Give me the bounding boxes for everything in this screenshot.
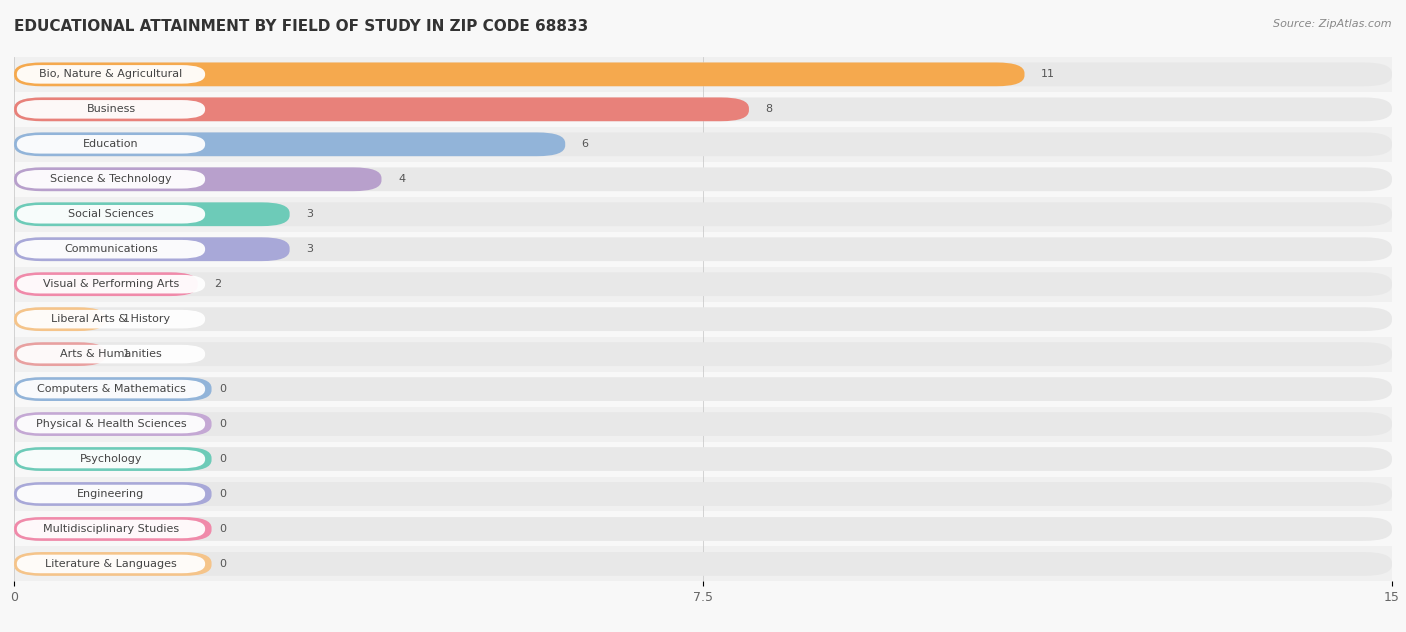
Bar — [14, 197, 1392, 232]
Text: 0: 0 — [219, 454, 226, 464]
Text: 0: 0 — [219, 524, 226, 534]
FancyBboxPatch shape — [14, 307, 105, 331]
Bar — [14, 57, 1392, 92]
Text: 11: 11 — [1040, 70, 1054, 80]
Text: EDUCATIONAL ATTAINMENT BY FIELD OF STUDY IN ZIP CODE 68833: EDUCATIONAL ATTAINMENT BY FIELD OF STUDY… — [14, 19, 588, 34]
Bar — [14, 337, 1392, 372]
Text: Visual & Performing Arts: Visual & Performing Arts — [42, 279, 179, 289]
Text: 3: 3 — [307, 244, 314, 254]
FancyBboxPatch shape — [17, 310, 205, 329]
Bar — [14, 92, 1392, 127]
Bar — [14, 477, 1392, 511]
Text: 1: 1 — [122, 349, 129, 359]
FancyBboxPatch shape — [14, 517, 1392, 541]
Bar — [14, 127, 1392, 162]
Text: 2: 2 — [214, 279, 221, 289]
FancyBboxPatch shape — [14, 343, 1392, 366]
FancyBboxPatch shape — [14, 238, 1392, 261]
FancyBboxPatch shape — [17, 380, 205, 398]
FancyBboxPatch shape — [14, 517, 211, 541]
Text: 6: 6 — [582, 139, 589, 149]
FancyBboxPatch shape — [17, 135, 205, 154]
FancyBboxPatch shape — [17, 170, 205, 188]
FancyBboxPatch shape — [14, 552, 1392, 576]
Text: Social Sciences: Social Sciences — [67, 209, 153, 219]
FancyBboxPatch shape — [14, 167, 381, 191]
FancyBboxPatch shape — [14, 238, 290, 261]
FancyBboxPatch shape — [14, 202, 1392, 226]
FancyBboxPatch shape — [14, 97, 749, 121]
FancyBboxPatch shape — [17, 240, 205, 258]
FancyBboxPatch shape — [14, 552, 211, 576]
Text: Literature & Languages: Literature & Languages — [45, 559, 177, 569]
Text: Computers & Mathematics: Computers & Mathematics — [37, 384, 186, 394]
Bar — [14, 267, 1392, 301]
Text: 0: 0 — [219, 419, 226, 429]
Text: Bio, Nature & Agricultural: Bio, Nature & Agricultural — [39, 70, 183, 80]
Text: Education: Education — [83, 139, 139, 149]
Bar — [14, 442, 1392, 477]
Text: Communications: Communications — [65, 244, 157, 254]
Bar — [14, 301, 1392, 337]
Text: Science & Technology: Science & Technology — [51, 174, 172, 185]
FancyBboxPatch shape — [17, 555, 205, 573]
FancyBboxPatch shape — [14, 447, 211, 471]
Text: Business: Business — [86, 104, 135, 114]
Text: Physical & Health Sciences: Physical & Health Sciences — [35, 419, 186, 429]
FancyBboxPatch shape — [14, 482, 1392, 506]
Bar — [14, 511, 1392, 547]
FancyBboxPatch shape — [17, 275, 205, 293]
FancyBboxPatch shape — [17, 345, 205, 363]
Text: Source: ZipAtlas.com: Source: ZipAtlas.com — [1274, 19, 1392, 29]
Bar — [14, 232, 1392, 267]
FancyBboxPatch shape — [14, 63, 1392, 86]
FancyBboxPatch shape — [14, 97, 1392, 121]
Text: Psychology: Psychology — [80, 454, 142, 464]
FancyBboxPatch shape — [14, 412, 1392, 436]
Text: Arts & Humanities: Arts & Humanities — [60, 349, 162, 359]
Text: 0: 0 — [219, 384, 226, 394]
Text: 0: 0 — [219, 489, 226, 499]
FancyBboxPatch shape — [14, 272, 1392, 296]
Bar — [14, 547, 1392, 581]
FancyBboxPatch shape — [14, 447, 1392, 471]
FancyBboxPatch shape — [17, 520, 205, 538]
FancyBboxPatch shape — [14, 377, 211, 401]
Bar — [14, 406, 1392, 442]
FancyBboxPatch shape — [14, 272, 198, 296]
Text: 0: 0 — [219, 559, 226, 569]
FancyBboxPatch shape — [14, 63, 1025, 86]
Text: 1: 1 — [122, 314, 129, 324]
FancyBboxPatch shape — [17, 205, 205, 224]
Text: Engineering: Engineering — [77, 489, 145, 499]
FancyBboxPatch shape — [14, 307, 1392, 331]
FancyBboxPatch shape — [14, 133, 1392, 156]
Text: 8: 8 — [765, 104, 772, 114]
Text: 4: 4 — [398, 174, 405, 185]
FancyBboxPatch shape — [14, 202, 290, 226]
Text: Liberal Arts & History: Liberal Arts & History — [52, 314, 170, 324]
FancyBboxPatch shape — [14, 343, 105, 366]
FancyBboxPatch shape — [14, 412, 211, 436]
Text: 3: 3 — [307, 209, 314, 219]
Text: Multidisciplinary Studies: Multidisciplinary Studies — [44, 524, 179, 534]
FancyBboxPatch shape — [14, 133, 565, 156]
Bar — [14, 372, 1392, 406]
FancyBboxPatch shape — [14, 482, 211, 506]
FancyBboxPatch shape — [17, 100, 205, 119]
FancyBboxPatch shape — [14, 167, 1392, 191]
FancyBboxPatch shape — [17, 415, 205, 434]
FancyBboxPatch shape — [17, 450, 205, 468]
FancyBboxPatch shape — [14, 377, 1392, 401]
Bar — [14, 162, 1392, 197]
FancyBboxPatch shape — [17, 485, 205, 503]
FancyBboxPatch shape — [17, 65, 205, 83]
